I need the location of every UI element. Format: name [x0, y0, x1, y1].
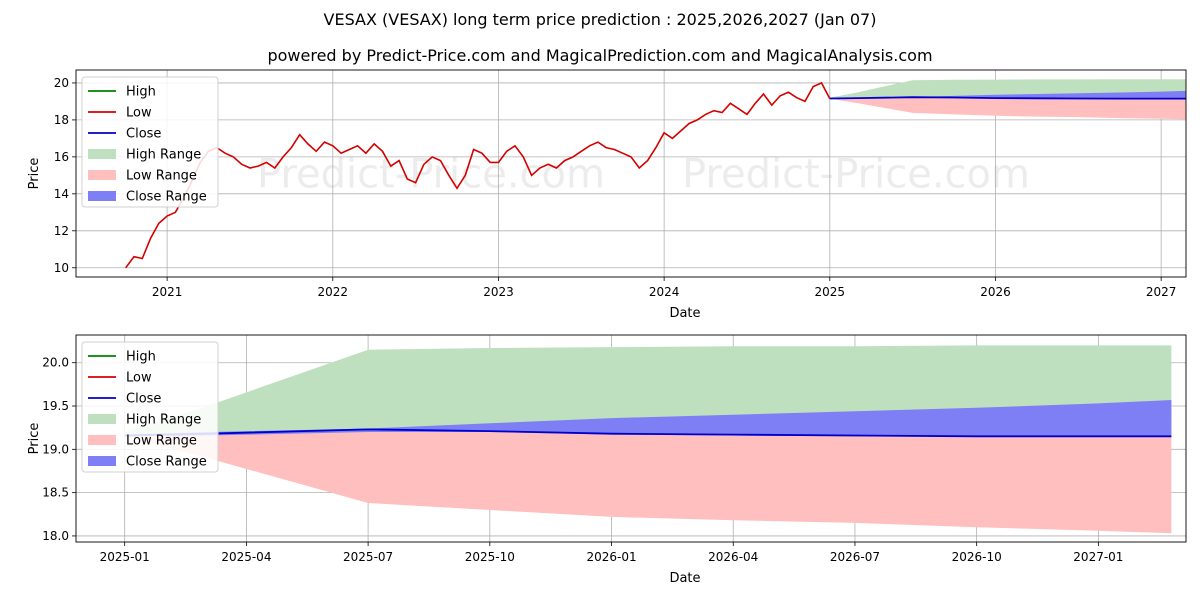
- legend-swatch: [88, 414, 116, 424]
- x-tick-label: 2024: [649, 285, 680, 299]
- watermark-text: Predict-Price.com: [257, 152, 605, 198]
- plot-area: [125, 79, 1186, 269]
- chart-subtitle: powered by Predict-Price.com and Magical…: [267, 46, 933, 65]
- y-tick-label: 18.0: [42, 529, 69, 543]
- x-axis-label: Date: [669, 571, 700, 586]
- x-tick-label: 2021: [152, 285, 183, 299]
- y-axis-label: Price: [27, 158, 42, 190]
- x-tick-label: 2026-07: [830, 550, 880, 564]
- x-tick-label: 2025-10: [465, 550, 515, 564]
- legend: High Low Close High Range Low Range Close Ran…: [81, 76, 219, 208]
- low-range-band: [829, 97, 1186, 120]
- legend-label: Low: [126, 106, 152, 121]
- chart-title: VESAX (VESAX) long term price prediction…: [323, 10, 877, 29]
- legend-label: Close: [126, 127, 161, 142]
- x-tick-label: 2025: [815, 285, 846, 299]
- legend-label: High: [126, 85, 156, 100]
- y-axis-label: Price: [27, 423, 42, 455]
- legend-swatch: [88, 170, 116, 180]
- legend-label: Low Range: [126, 169, 197, 184]
- legend-label: High Range: [126, 148, 201, 163]
- y-tick-label: 14: [54, 187, 69, 201]
- close-series-line: [124, 428, 1172, 438]
- y-tick-label: 20: [54, 76, 69, 90]
- x-tick-label: 2025-07: [343, 550, 393, 564]
- watermark-text: Predict-Price.com: [682, 152, 1030, 198]
- legend-swatch: [88, 435, 116, 445]
- chart-panel-1: Predict-Price.com Predict-Price.com 2021 20…: [27, 69, 1187, 321]
- close-range-band: [829, 90, 1186, 99]
- x-axis-label: Date: [669, 306, 700, 321]
- chart-panel-2: Predict-Price.comPredict-Price.com2025-0…: [27, 334, 1187, 586]
- y-tick-label: 18.5: [42, 486, 69, 500]
- y-tick-label: 19.5: [42, 399, 69, 413]
- y-tick-label: 12: [54, 224, 69, 238]
- x-tick-label: 2027: [1146, 285, 1177, 299]
- low-series-line: [125, 81, 831, 269]
- axes-frame: [75, 334, 1187, 543]
- legend-swatch: [88, 191, 116, 201]
- x-tick-label: 2022: [318, 285, 349, 299]
- close-range-band: [124, 400, 1172, 437]
- low-range-band: [124, 429, 1172, 534]
- x-tick-label: 2026-10: [952, 550, 1002, 564]
- x-tick-label: 2027-01: [1073, 550, 1123, 564]
- x-tick-label: 2023: [483, 285, 514, 299]
- axes-frame: [75, 69, 1187, 278]
- close-series-line: [829, 96, 1186, 100]
- legend-label: Low Range: [126, 434, 197, 449]
- y-tick-label: 20.0: [42, 356, 69, 370]
- y-tick-label: 16: [54, 150, 69, 164]
- legend-label: High Range: [126, 413, 201, 428]
- x-tick-label: 2026: [980, 285, 1011, 299]
- legend-label: Close: [126, 392, 161, 407]
- plot-area: [124, 345, 1172, 534]
- legend-swatch: [88, 456, 116, 466]
- y-tick-label: 10: [54, 261, 69, 275]
- legend-label: High: [126, 350, 156, 365]
- x-tick-label: 2026-01: [586, 550, 636, 564]
- y-tick-label: 19.0: [42, 442, 69, 456]
- legend: High Low Close High Range Low Range Close Ran…: [81, 341, 219, 473]
- x-tick-label: 2025-01: [100, 550, 150, 564]
- legend-label: Low: [126, 371, 152, 386]
- x-tick-label: 2026-04: [708, 550, 758, 564]
- legend-label: Close Range: [126, 190, 207, 205]
- legend-swatch: [88, 149, 116, 159]
- x-tick-label: 2025-04: [221, 550, 271, 564]
- legend-label: Close Range: [126, 455, 207, 470]
- y-tick-label: 18: [54, 113, 69, 127]
